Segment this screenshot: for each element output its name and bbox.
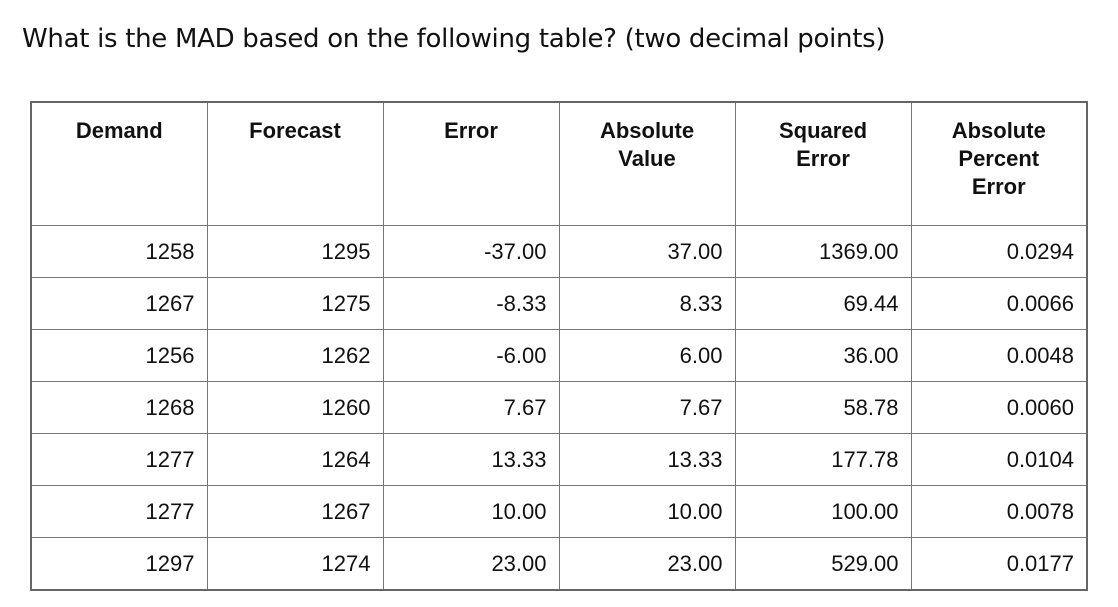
table-row: 1267 1275 -8.33 8.33 69.44 0.0066 (30, 277, 1088, 330)
table-cell: 1268 (30, 381, 208, 434)
table-cell: 13.33 (558, 433, 736, 486)
table-cell: 10.00 (558, 485, 736, 538)
table-cell: 1262 (206, 329, 384, 382)
table-cell: 1267 (206, 485, 384, 538)
data-table: Demand Forecast Error Absolute Value Squared… (30, 101, 1088, 591)
table-body: 1258 1295 -37.00 37.00 1369.00 0.0294 1267 1275… (30, 225, 1088, 591)
table-cell: 0.0060 (910, 381, 1088, 434)
table-cell: 177.78 (734, 433, 912, 486)
table-cell: 8.33 (558, 277, 736, 330)
column-header: Squared Error (734, 101, 912, 226)
table-cell: 1297 (30, 537, 208, 591)
header-row: Demand Forecast Error Absolute Value Squared… (30, 101, 1088, 226)
table-cell: 1275 (206, 277, 384, 330)
table-row: 1297 1274 23.00 23.00 529.00 0.0177 (30, 537, 1088, 591)
column-header: Error (382, 101, 560, 226)
table-cell: 1277 (30, 433, 208, 486)
table-cell: 0.0177 (910, 537, 1088, 591)
table-row: 1277 1264 13.33 13.33 177.78 0.0104 (30, 433, 1088, 486)
column-header: Demand (30, 101, 208, 226)
table-row: 1268 1260 7.67 7.67 58.78 0.0060 (30, 381, 1088, 434)
table-row: 1256 1262 -6.00 6.00 36.00 0.0048 (30, 329, 1088, 382)
table-cell: 23.00 (558, 537, 736, 591)
table-row: 1258 1295 -37.00 37.00 1369.00 0.0294 (30, 225, 1088, 278)
table-cell: 0.0078 (910, 485, 1088, 538)
table-cell: 1258 (30, 225, 208, 278)
table-cell: 6.00 (558, 329, 736, 382)
table-cell: 0.0048 (910, 329, 1088, 382)
table-cell: 1369.00 (734, 225, 912, 278)
table-cell: 13.33 (382, 433, 560, 486)
table-cell: -37.00 (382, 225, 560, 278)
table-cell: 1267 (30, 277, 208, 330)
table-cell: 10.00 (382, 485, 560, 538)
table-cell: 69.44 (734, 277, 912, 330)
table-cell: 0.0066 (910, 277, 1088, 330)
table-cell: 7.67 (558, 381, 736, 434)
table-cell: 1274 (206, 537, 384, 591)
table-cell: 36.00 (734, 329, 912, 382)
table-cell: 23.00 (382, 537, 560, 591)
table-cell: 1264 (206, 433, 384, 486)
column-header: Absolute Percent Error (910, 101, 1088, 226)
table-cell: -6.00 (382, 329, 560, 382)
table-cell: 0.0104 (910, 433, 1088, 486)
question: What is the MAD based on the following t… (22, 24, 886, 54)
table-cell: -8.33 (382, 277, 560, 330)
table-cell: 100.00 (734, 485, 912, 538)
table-row: 1277 1267 10.00 10.00 100.00 0.0078 (30, 485, 1088, 538)
table-cell: 1295 (206, 225, 384, 278)
table-cell: 37.00 (558, 225, 736, 278)
table-cell: 7.67 (382, 381, 560, 434)
column-header: Absolute Value (558, 101, 736, 226)
table-cell: 58.78 (734, 381, 912, 434)
table-cell: 0.0294 (910, 225, 1088, 278)
table-cell: 1256 (30, 329, 208, 382)
table-cell: 1260 (206, 381, 384, 434)
column-header: Forecast (206, 101, 384, 226)
table-cell: 529.00 (734, 537, 912, 591)
table-cell: 1277 (30, 485, 208, 538)
